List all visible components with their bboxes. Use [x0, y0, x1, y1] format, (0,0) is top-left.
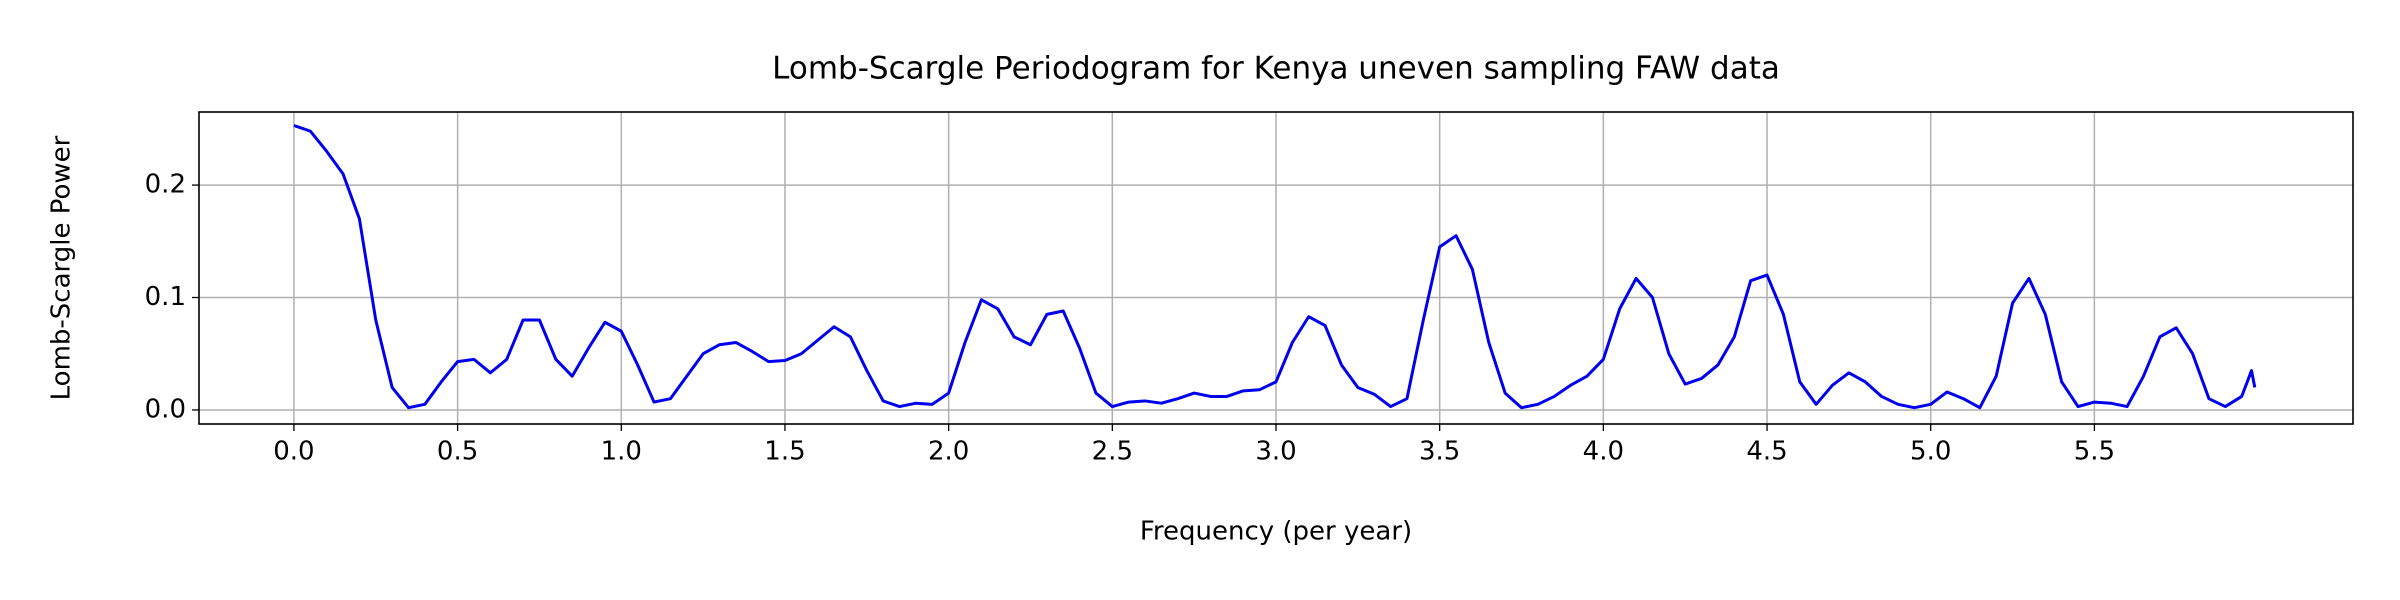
- y-tick-label: 0.0: [145, 394, 186, 424]
- x-axis-label: Frequency (per year): [1140, 517, 1412, 547]
- x-tick-label: 1.5: [764, 437, 805, 467]
- x-tick-label: 2.0: [928, 437, 969, 467]
- x-tick-label: 4.0: [1583, 437, 1624, 467]
- x-tick-label: 3.5: [1419, 437, 1460, 467]
- plot-frame: [198, 111, 2354, 425]
- x-tick-label: 0.5: [437, 437, 478, 467]
- x-tick-label: 5.0: [1910, 437, 1951, 467]
- y-tick-label: 0.2: [145, 170, 186, 200]
- chart-title: Lomb-Scargle Periodogram for Kenya uneve…: [772, 51, 1780, 87]
- x-tick-label: 1.0: [601, 437, 642, 467]
- y-tick-label: 0.1: [145, 282, 186, 312]
- line-series: [293, 124, 2257, 410]
- x-tick-label: 3.0: [1255, 437, 1296, 467]
- y-axis-label: Lomb-Scargle Power: [47, 135, 77, 400]
- x-tick-label: 0.0: [273, 437, 314, 467]
- x-tick-label: 4.5: [1746, 437, 1787, 467]
- x-tick-label: 5.5: [2074, 437, 2115, 467]
- x-tick-label: 2.5: [1092, 437, 1133, 467]
